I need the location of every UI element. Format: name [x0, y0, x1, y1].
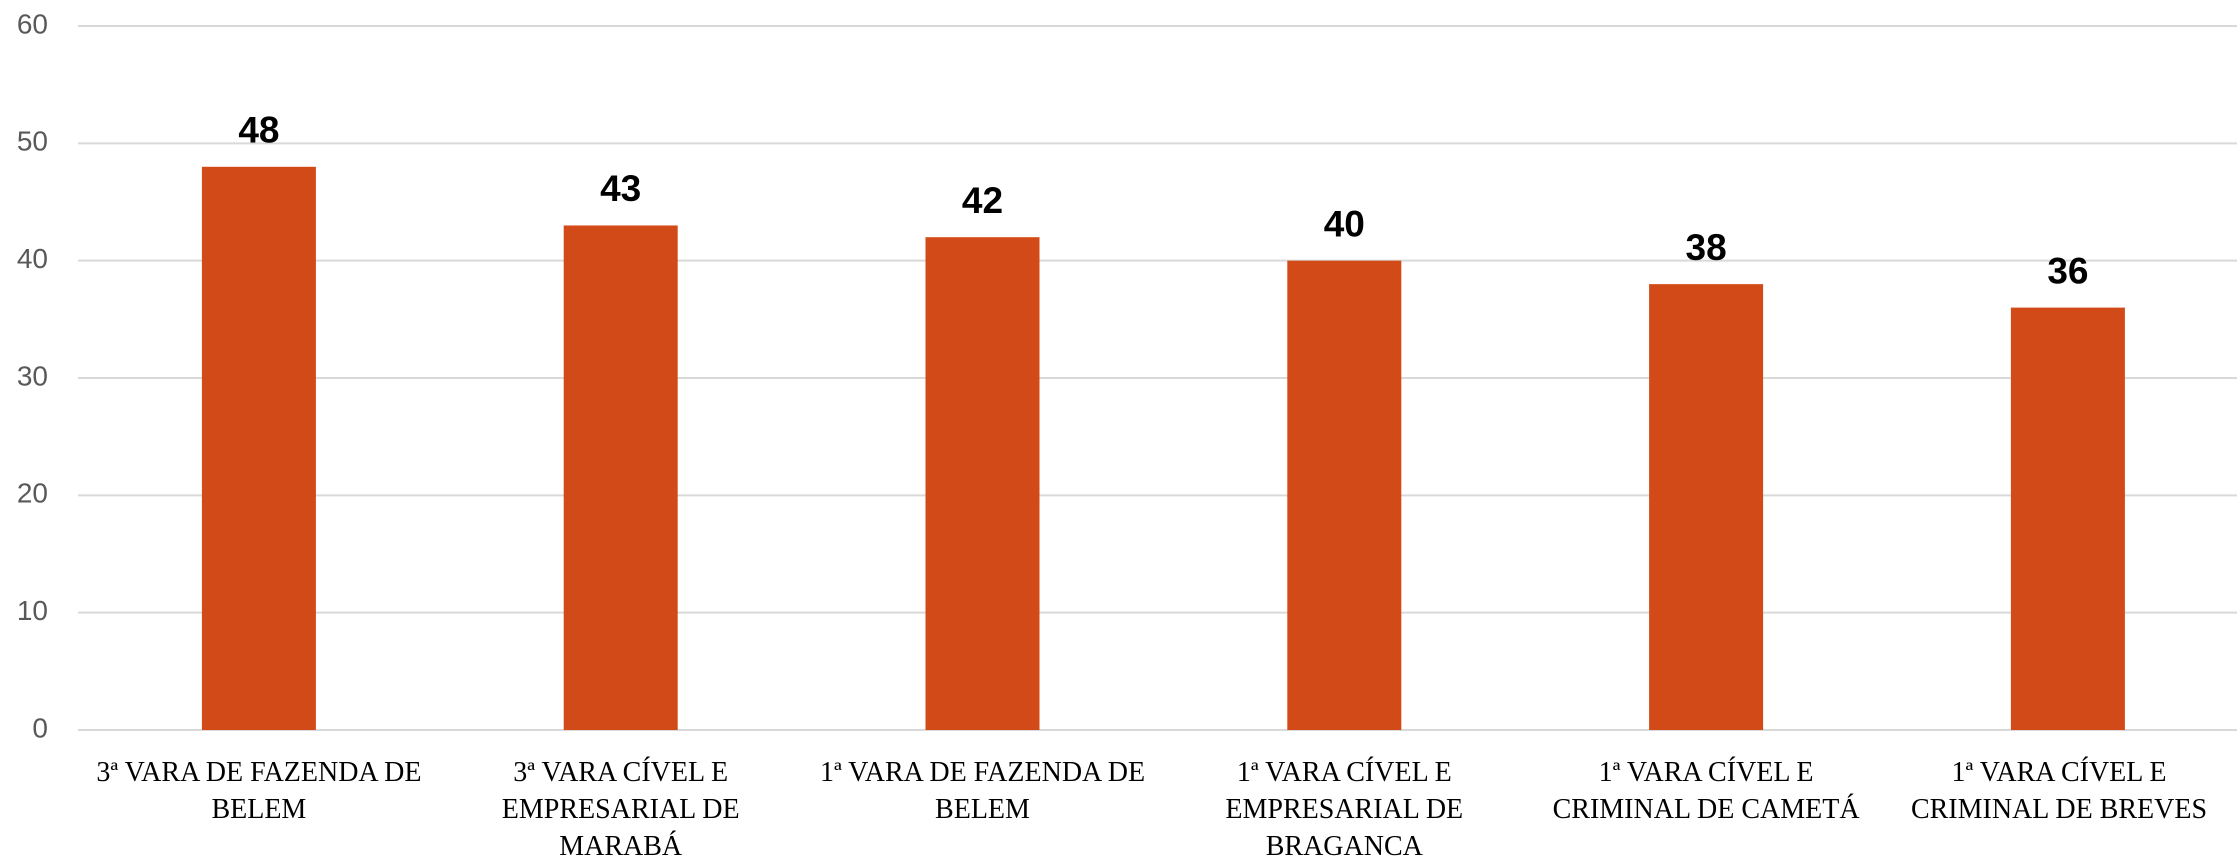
x-tick-label: 1ª VARA DE FAZENDA DE BELEM [819, 757, 1146, 825]
x-tick-label: 3ª VARA CÍVEL E EMPRESARIAL DE MARABÁ [501, 757, 740, 862]
y-tick-label: 60 [17, 8, 48, 39]
value-label: 48 [238, 110, 279, 151]
y-tick-label: 20 [17, 478, 48, 509]
bar [1649, 284, 1764, 730]
bar [201, 166, 316, 731]
y-tick-label: 10 [17, 595, 48, 626]
y-tick-label: 50 [17, 126, 48, 157]
value-label: 42 [962, 180, 1003, 221]
y-tick-label: 0 [32, 712, 48, 743]
bar [925, 237, 1040, 730]
bar [2010, 307, 2125, 730]
x-tick-label: 1ª VARA CÍVEL E EMPRESARIAL DE BRAGANCA [1225, 757, 1464, 862]
y-tick-label: 30 [17, 360, 48, 391]
x-tick-label: 3ª VARA DE FAZENDA DE BELEM [96, 757, 422, 825]
value-label: 43 [600, 168, 641, 209]
x-tick-label: 1ª VARA CÍVEL E CRIMINAL DE CAMETÁ [1552, 757, 1860, 825]
value-label: 36 [2047, 250, 2088, 291]
y-tick-label: 40 [17, 243, 48, 274]
value-label: 40 [1324, 203, 1365, 244]
bar [563, 225, 678, 730]
x-tick-label: 1ª VARA CÍVEL E CRIMINAL DE BREVES [1910, 757, 2208, 825]
bar [1287, 260, 1402, 730]
value-label: 38 [1686, 227, 1727, 268]
